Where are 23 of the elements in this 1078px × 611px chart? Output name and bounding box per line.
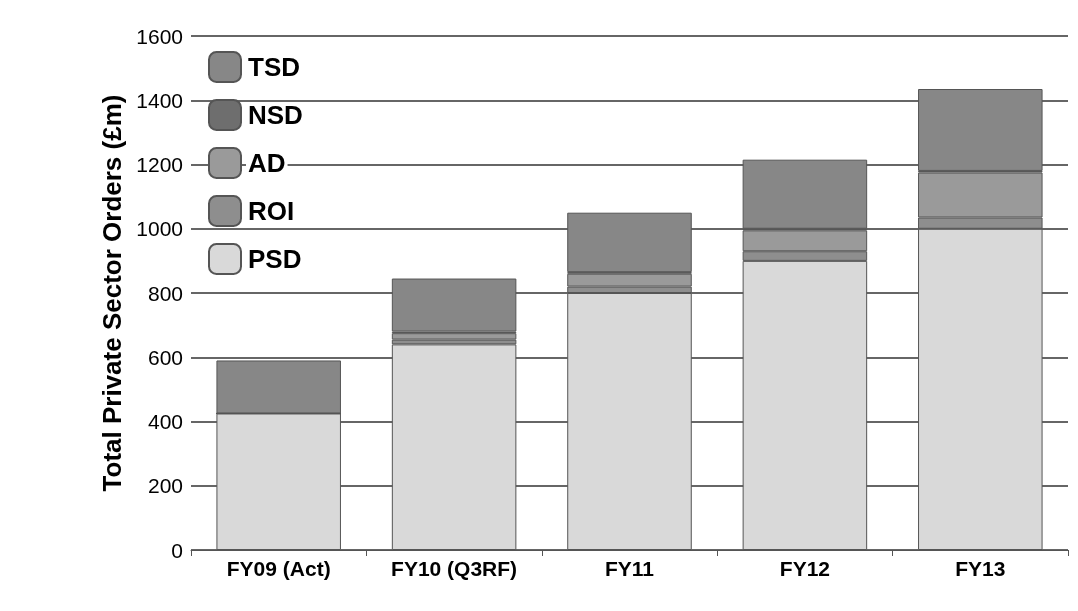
x-tick-label: FY10 (Q3RF) — [391, 557, 518, 580]
bar — [742, 159, 868, 229]
y-tick-label: 200 — [147, 474, 183, 498]
y-tick-label: 600 — [147, 345, 183, 369]
legend-label: PSD — [248, 244, 302, 274]
y-tick-label: 800 — [147, 281, 183, 305]
legend-label: TSD — [248, 52, 300, 82]
bar — [567, 212, 692, 273]
x-tick-label: FY11 — [604, 557, 655, 580]
legend-label: NSD — [248, 100, 303, 130]
bar — [918, 89, 1043, 171]
y-tick-label: 1200 — [136, 153, 183, 176]
legend-label: ROI — [248, 196, 295, 226]
y-tick-label: 0 — [171, 538, 183, 562]
legend-label: AD — [248, 148, 286, 178]
y-tick-label: 1400 — [136, 88, 183, 112]
x-tick-label: FY09 (Act) — [226, 557, 331, 580]
y-tick-label: 1000 — [136, 217, 183, 241]
x-tick-label: FY12 — [779, 557, 830, 580]
y-tick-label: 400 — [147, 410, 183, 433]
y-axis-title: Total Private Sector Orders (£m) — [97, 94, 128, 492]
x-tick-label: FY13 — [955, 557, 1006, 580]
y-tick-label: 1600 — [136, 24, 183, 48]
